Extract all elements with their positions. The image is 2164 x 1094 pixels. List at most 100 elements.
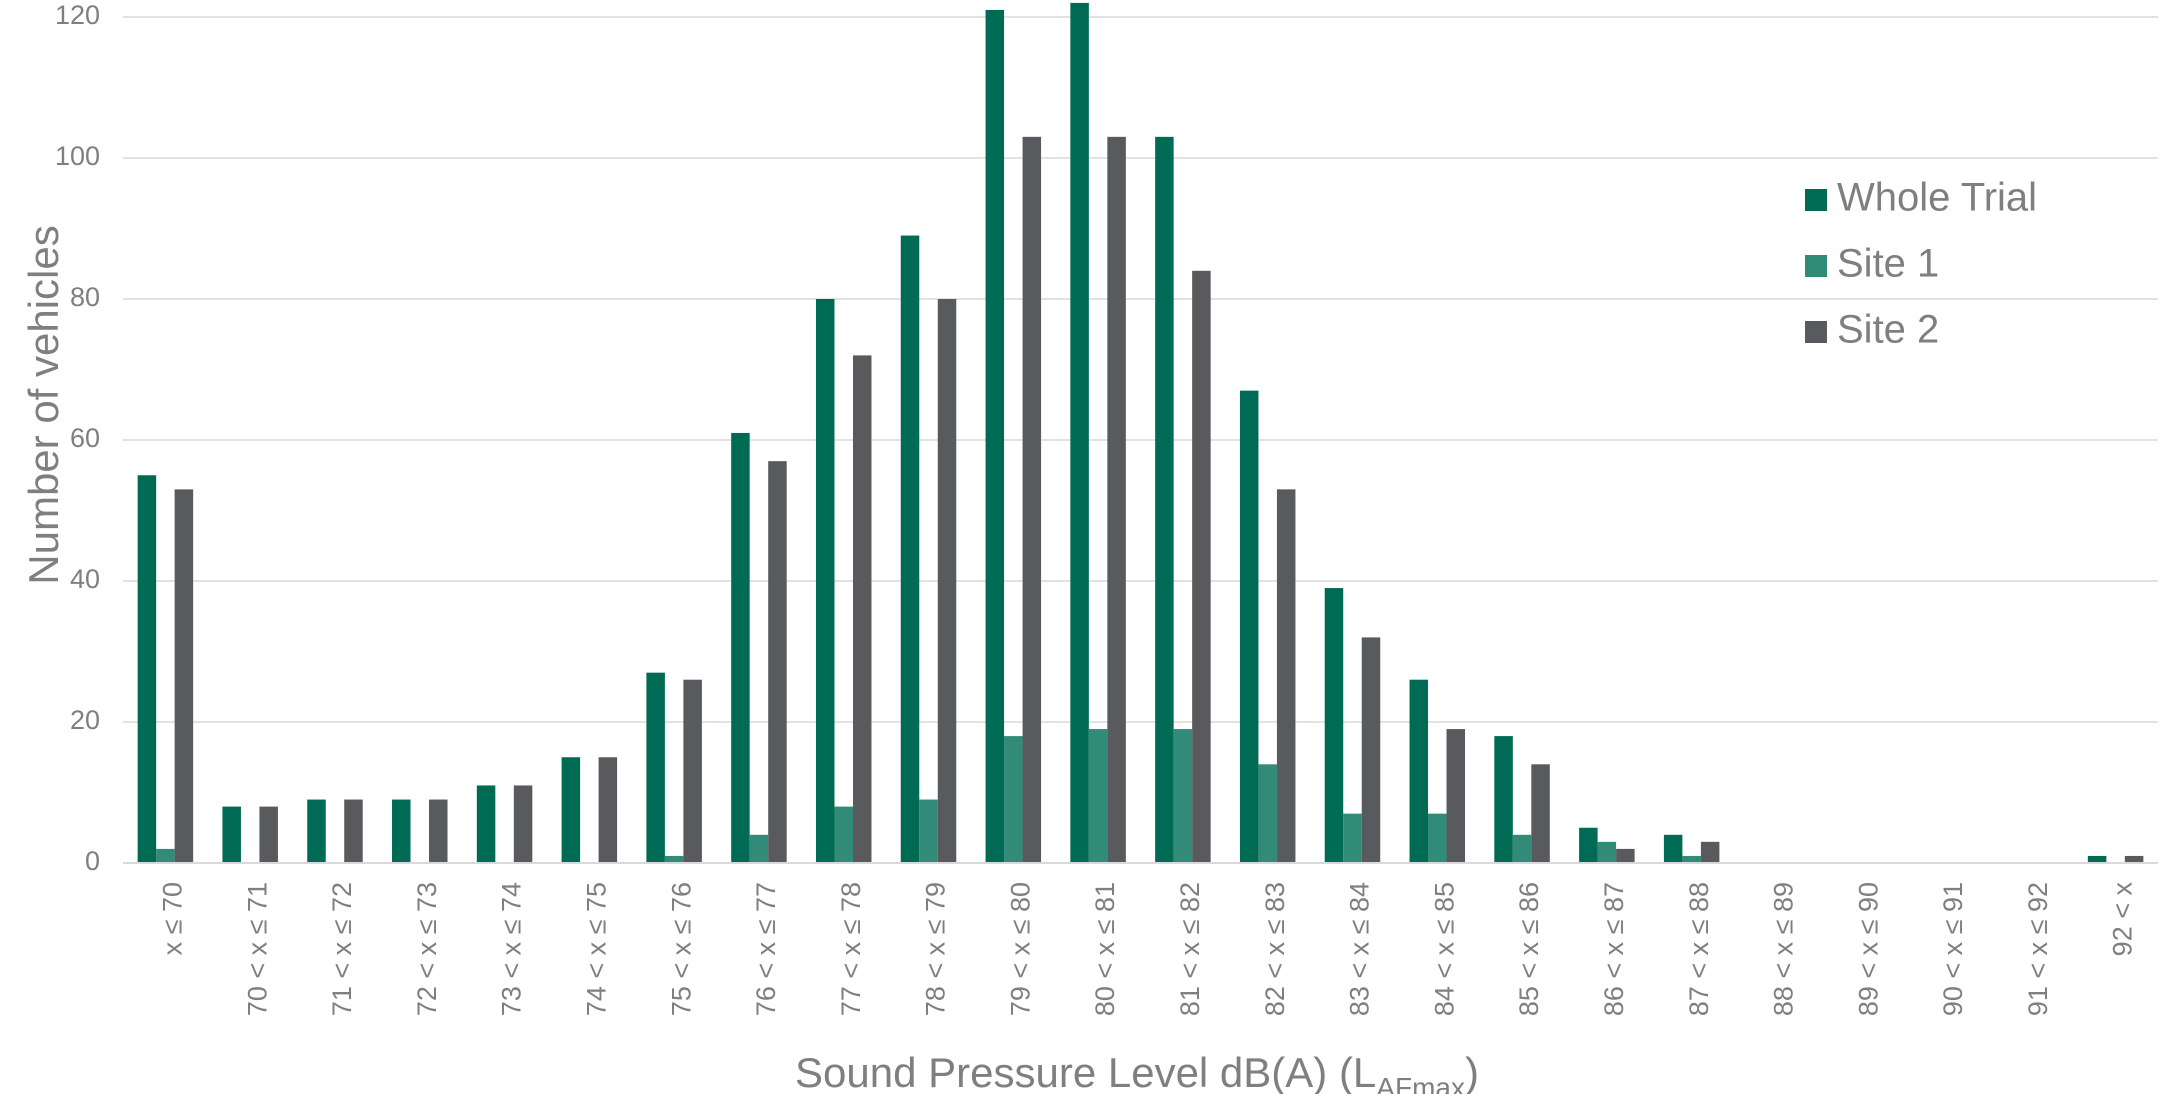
bar-site-2 [259, 806, 278, 863]
bar-site-2 [598, 757, 618, 863]
bar-site-2 [1192, 270, 1211, 863]
bar-site-1 [749, 834, 769, 863]
x-axis-title: Sound Pressure Level dB(A) (LAFmax) [795, 1049, 1479, 1094]
bar-whole-trial [985, 9, 1005, 863]
bar-site-2 [1700, 841, 1720, 863]
bar-site-2 [937, 299, 957, 863]
x-tick-label: 87 < x ≤ 88 [1684, 882, 1714, 1016]
x-tick-label: 79 < x ≤ 80 [1005, 882, 1035, 1016]
x-tick-label: 85 < x ≤ 86 [1514, 882, 1544, 1016]
bar-whole-trial [1663, 834, 1683, 863]
bar-site-1 [1428, 813, 1447, 863]
bar-site-1 [1682, 855, 1701, 863]
x-axis-ticks: x ≤ 70 70 < x ≤ 71 71 < x ≤ 72 72 < x ≤ 73 7… [158, 882, 2138, 1017]
x-tick-label: 78 < x ≤ 79 [921, 882, 951, 1016]
gridlines [123, 16, 2158, 723]
bar-site-2 [1616, 848, 1635, 863]
x-tick-label: 81 < x ≤ 82 [1175, 882, 1205, 1016]
x-tick-label: 72 < x ≤ 73 [412, 882, 442, 1016]
x-tick-label: x ≤ 70 [158, 882, 188, 955]
bar-site-2 [1107, 136, 1126, 864]
bar-site-2 [174, 489, 194, 863]
bar-site-1 [1512, 834, 1532, 863]
legend-swatch-whole-trial [1805, 189, 1827, 211]
bar-site-2 [513, 785, 533, 863]
bar-whole-trial [815, 299, 835, 863]
bar-whole-trial [900, 235, 920, 864]
bar-site-1 [1004, 736, 1023, 863]
bar-site-1 [1343, 813, 1362, 863]
bar-site-2 [1276, 489, 1296, 863]
bar-whole-trial [222, 806, 241, 863]
x-tick-label: 90 < x ≤ 91 [1938, 882, 1968, 1016]
bar-whole-trial [137, 475, 157, 863]
bar-site-2 [1361, 637, 1381, 863]
bar-whole-trial [731, 432, 750, 863]
x-tick-label: 91 < x ≤ 92 [2023, 882, 2053, 1016]
bar-whole-trial [1070, 2, 1089, 863]
bar-site-1 [919, 799, 938, 863]
x-tick-label: 80 < x ≤ 81 [1090, 882, 1120, 1016]
x-tick-label: 71 < x ≤ 72 [327, 882, 357, 1016]
legend-label-site-2: Site 2 [1837, 308, 1939, 352]
y-tick-label: 80 [70, 282, 100, 312]
legend-label-whole-trial: Whole Trial [1837, 176, 2037, 220]
bar-whole-trial [1324, 588, 1344, 863]
bar-whole-trial [476, 785, 496, 863]
bar-site-2 [2124, 855, 2144, 863]
x-axis-title-subscript: AFmax [1376, 1072, 1465, 1094]
bar-site-2 [1531, 764, 1550, 863]
x-tick-label: 82 < x ≤ 83 [1260, 882, 1290, 1016]
bar-site-1 [1597, 841, 1617, 863]
x-tick-label: 89 < x ≤ 90 [1853, 882, 1883, 1016]
y-tick-label: 60 [70, 423, 100, 453]
y-tick-label: 0 [85, 846, 100, 876]
bars [137, 2, 2144, 864]
bar-site-1 [1258, 764, 1277, 863]
y-tick-label: 20 [70, 705, 100, 735]
bar-whole-trial [1494, 736, 1513, 863]
y-tick-label: 120 [55, 0, 100, 30]
bar-whole-trial [1239, 390, 1259, 863]
x-tick-label: 83 < x ≤ 84 [1345, 882, 1375, 1016]
bar-site-2 [683, 679, 702, 863]
y-axis-ticks: 0 20 40 60 80 100 120 [55, 0, 100, 876]
bar-site-2 [344, 799, 363, 863]
bar-site-1 [664, 855, 684, 863]
bar-site-1 [1173, 729, 1193, 863]
x-tick-label: 73 < x ≤ 74 [497, 882, 527, 1016]
legend-swatch-site-1 [1805, 255, 1827, 277]
x-tick-label: 76 < x ≤ 77 [751, 882, 781, 1016]
bar-whole-trial [561, 757, 581, 863]
legend-label-site-1: Site 1 [1837, 242, 1939, 286]
legend: Whole Trial Site 1 Site 2 [1805, 176, 2037, 352]
x-tick-label: 70 < x ≤ 71 [242, 882, 272, 1016]
bar-site-2 [1022, 136, 1042, 864]
x-axis-title-main: Sound Pressure Level dB(A) (L [795, 1049, 1376, 1094]
x-tick-label: 86 < x ≤ 87 [1599, 882, 1629, 1016]
x-tick-label: 88 < x ≤ 89 [1769, 882, 1799, 1016]
bar-site-1 [1088, 729, 1108, 863]
legend-swatch-site-2 [1805, 321, 1827, 343]
bar-whole-trial [307, 799, 326, 863]
y-tick-label: 100 [55, 141, 100, 171]
bar-site-2 [1446, 729, 1466, 863]
x-tick-label: 77 < x ≤ 78 [836, 882, 866, 1016]
x-tick-label: 84 < x ≤ 85 [1429, 882, 1459, 1016]
x-tick-label: 92 < x [2108, 882, 2138, 957]
bar-whole-trial [1155, 136, 1174, 864]
bar-site-1 [156, 848, 175, 863]
bar-whole-trial [2087, 855, 2107, 863]
bar-site-2 [768, 461, 787, 863]
x-tick-label: 75 < x ≤ 76 [666, 882, 696, 1016]
x-axis-title-end: ) [1465, 1049, 1479, 1094]
bar-whole-trial [1409, 679, 1429, 863]
x-tick-label: 74 < x ≤ 75 [581, 882, 611, 1016]
bar-site-1 [834, 806, 853, 863]
y-tick-label: 40 [70, 564, 100, 594]
bar-whole-trial [646, 672, 665, 863]
y-axis-title: Number of vehicles [20, 225, 67, 584]
bar-whole-trial [392, 799, 411, 863]
bar-site-2 [852, 355, 872, 863]
